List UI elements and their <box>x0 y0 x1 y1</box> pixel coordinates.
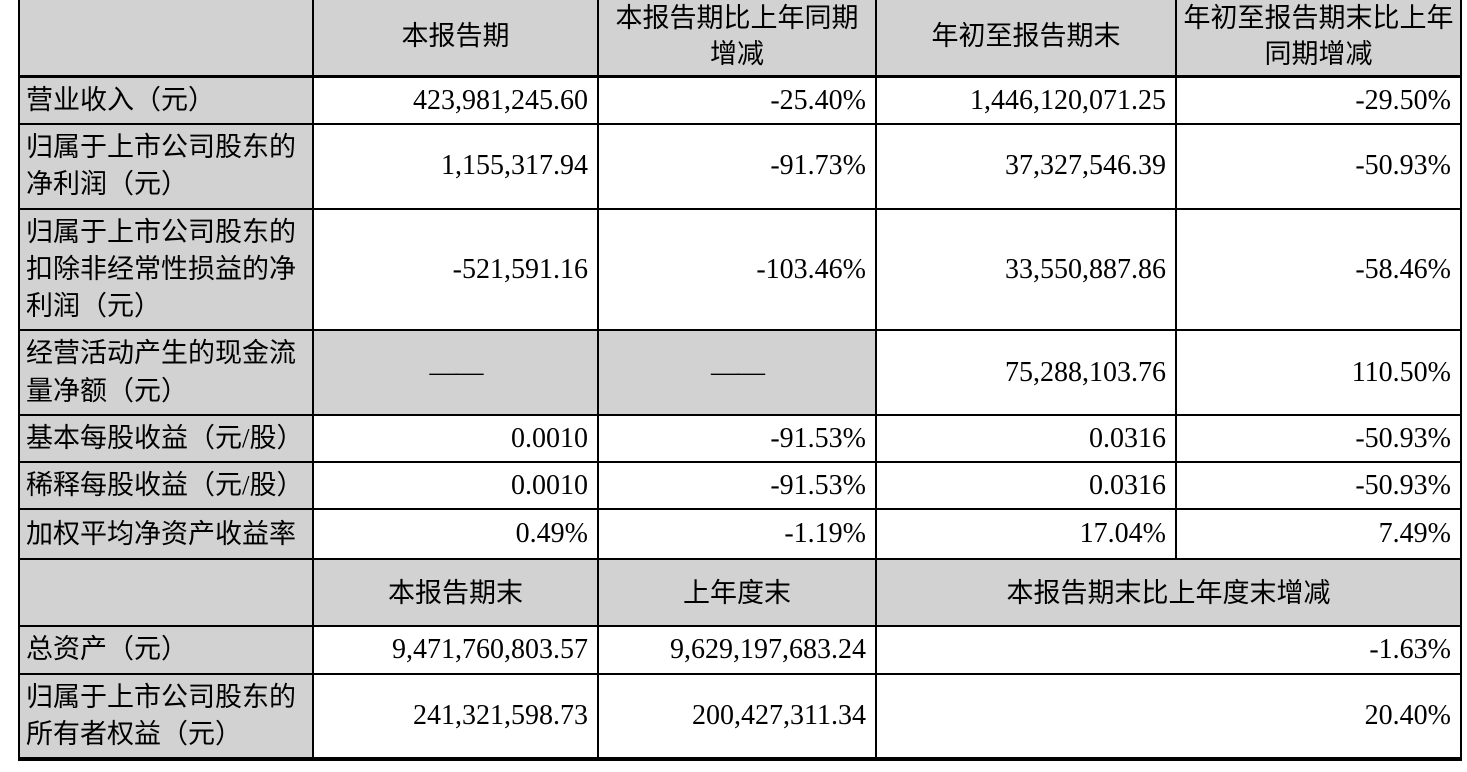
ytd-value: 0.0316 <box>875 413 1177 464</box>
table-row-operating-revenue: 营业收入（元） 423,981,245.60 -25.40% 1,446,120… <box>18 75 1462 126</box>
table-header-quarterly: 本报告期 本报告期比上年同期 增减 年初至报告期末 年初至报告期末比上年 同期增… <box>18 0 1462 78</box>
metric-label: 加权平均净资产收益率 <box>18 508 314 561</box>
financial-summary-table: 本报告期 本报告期比上年同期 增减 年初至报告期末 年初至报告期末比上年 同期增… <box>18 0 1462 762</box>
change-vs-prev-year-end-value: -1.63% <box>875 625 1462 675</box>
ytd-yoy-value: -50.93% <box>1175 123 1462 210</box>
col-header-ytd-yoy: 年初至报告期末比上年 同期增减 <box>1175 0 1462 78</box>
ytd-yoy-value: -50.93% <box>1175 461 1462 511</box>
current-period-value: 423,981,245.60 <box>312 75 599 126</box>
table-row-total-assets: 总资产（元） 9,471,760,803.57 9,629,197,683.24… <box>18 625 1462 675</box>
metric-label: 稀释每股收益（元/股） <box>18 461 314 511</box>
metric-label: 基本每股收益（元/股） <box>18 413 314 464</box>
ytd-value: 1,446,120,071.25 <box>875 75 1177 126</box>
ytd-yoy-value: -29.50% <box>1175 75 1462 126</box>
table-row-operating-cash-flow: 经营活动产生的现金流 量净额（元） —— —— 75,288,103.76 11… <box>18 329 1462 416</box>
ytd-value: 33,550,887.86 <box>875 207 1177 332</box>
col-header-prev-year-end: 上年度末 <box>597 558 877 628</box>
col-header-period-end: 本报告期末 <box>312 558 599 628</box>
table-row-net-profit-excl-nonrecurring: 归属于上市公司股东的 扣除非经常性损益的净 利润（元） -521,591.16 … <box>18 207 1462 332</box>
table-row-net-profit: 归属于上市公司股东的 净利润（元） 1,155,317.94 -91.73% 3… <box>18 123 1462 210</box>
table-row-weighted-avg-roe: 加权平均净资产收益率 0.49% -1.19% 17.04% 7.49% <box>18 508 1462 561</box>
current-period-yoy-value: -25.40% <box>597 75 877 126</box>
corner-cell <box>18 558 314 628</box>
current-period-yoy-value: -1.19% <box>597 508 877 561</box>
dash-placeholder: —— <box>597 329 877 416</box>
metric-label: 归属于上市公司股东的 净利润（元） <box>18 123 314 210</box>
current-period-yoy-value: -91.53% <box>597 413 877 464</box>
ytd-yoy-value: 110.50% <box>1175 329 1462 416</box>
current-period-value: 0.49% <box>312 508 599 561</box>
ytd-yoy-value: -58.46% <box>1175 207 1462 332</box>
period-end-value: 9,471,760,803.57 <box>312 625 599 675</box>
current-period-value: -521,591.16 <box>312 207 599 332</box>
metric-label: 营业收入（元） <box>18 75 314 126</box>
dash-placeholder: —— <box>312 329 599 416</box>
metric-label: 总资产（元） <box>18 625 314 675</box>
ytd-value: 0.0316 <box>875 461 1177 511</box>
col-header-period-end-vs-prev: 本报告期末比上年度末增减 <box>875 558 1462 628</box>
current-period-value: 1,155,317.94 <box>312 123 599 210</box>
table-row-equity-attributable: 归属于上市公司股东的 所有者权益（元） 241,321,598.73 200,4… <box>18 672 1462 762</box>
metric-label: 归属于上市公司股东的 所有者权益（元） <box>18 672 314 762</box>
metric-label: 经营活动产生的现金流 量净额（元） <box>18 329 314 416</box>
metric-label: 归属于上市公司股东的 扣除非经常性损益的净 利润（元） <box>18 207 314 332</box>
ytd-yoy-value: 7.49% <box>1175 508 1462 561</box>
col-header-current-period: 本报告期 <box>312 0 599 78</box>
corner-cell <box>18 0 314 78</box>
current-period-value: 0.0010 <box>312 461 599 511</box>
prev-year-end-value: 9,629,197,683.24 <box>597 625 877 675</box>
table-header-period-end: 本报告期末 上年度末 本报告期末比上年度末增减 <box>18 558 1462 628</box>
prev-year-end-value: 200,427,311.34 <box>597 672 877 762</box>
current-period-yoy-value: -103.46% <box>597 207 877 332</box>
ytd-value: 37,327,546.39 <box>875 123 1177 210</box>
col-header-ytd: 年初至报告期末 <box>875 0 1177 78</box>
ytd-value: 17.04% <box>875 508 1177 561</box>
table-row-diluted-eps: 稀释每股收益（元/股） 0.0010 -91.53% 0.0316 -50.93… <box>18 461 1462 511</box>
change-vs-prev-year-end-value: 20.40% <box>875 672 1462 762</box>
ytd-value: 75,288,103.76 <box>875 329 1177 416</box>
ytd-yoy-value: -50.93% <box>1175 413 1462 464</box>
current-period-value: 0.0010 <box>312 413 599 464</box>
table-row-basic-eps: 基本每股收益（元/股） 0.0010 -91.53% 0.0316 -50.93… <box>18 413 1462 464</box>
period-end-value: 241,321,598.73 <box>312 672 599 762</box>
col-header-current-period-yoy: 本报告期比上年同期 增减 <box>597 0 877 78</box>
current-period-yoy-value: -91.53% <box>597 461 877 511</box>
current-period-yoy-value: -91.73% <box>597 123 877 210</box>
